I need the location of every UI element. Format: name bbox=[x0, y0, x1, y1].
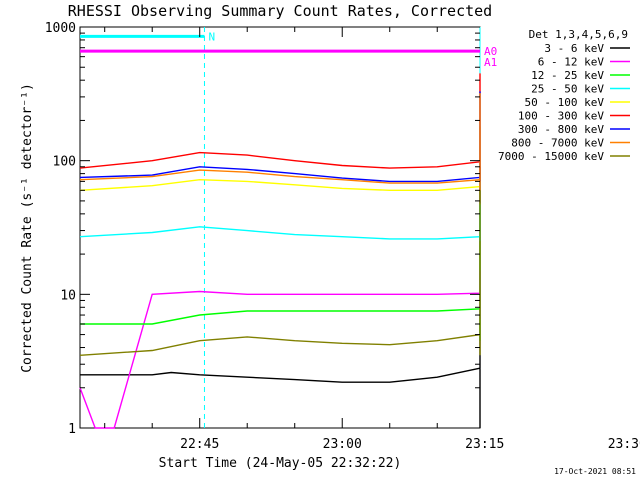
x-tick-label-2: 23:15 bbox=[465, 437, 504, 452]
series-line-8 bbox=[79, 190, 481, 356]
y-axis: 1 10 100 1000 bbox=[45, 21, 480, 437]
y-tick-label-2: 100 bbox=[53, 155, 76, 170]
legend-label-2: 12 - 25 keV bbox=[531, 69, 604, 82]
series-line-0 bbox=[80, 166, 481, 428]
annotation-label-0: N bbox=[208, 30, 215, 43]
annotation-label-1: A0 bbox=[484, 45, 497, 58]
series-line-4 bbox=[79, 126, 481, 201]
plot-frame bbox=[79, 26, 481, 429]
series-line-5 bbox=[79, 73, 481, 182]
y-axis-label: Corrected Count Rate (s⁻¹ detector⁻¹) bbox=[20, 83, 35, 373]
y-tick-label-3: 1000 bbox=[45, 21, 76, 36]
x-tick-label-0: 22:45 bbox=[180, 437, 219, 452]
series-layer bbox=[79, 73, 481, 429]
series-line-1 bbox=[79, 270, 481, 429]
legend-title: Det 1,3,4,5,6,9 bbox=[529, 28, 628, 41]
legend-label-5: 100 - 300 keV bbox=[518, 110, 604, 123]
series-line-7 bbox=[79, 93, 481, 205]
legend-label-7: 800 - 7000 keV bbox=[511, 137, 604, 150]
x-axis-label: Start Time (24-May-05 22:32:22) bbox=[159, 456, 402, 471]
markers-layer bbox=[203, 27, 481, 428]
x-tick-label-3: 23:30 bbox=[608, 437, 640, 452]
legend-label-6: 300 - 800 keV bbox=[518, 123, 604, 136]
y-tick-label-1: 10 bbox=[60, 288, 76, 303]
legend-label-1: 6 - 12 keV bbox=[538, 56, 605, 69]
legend-label-8: 7000 - 15000 keV bbox=[498, 150, 604, 163]
legend-label-3: 25 - 50 keV bbox=[531, 83, 604, 96]
chart-title: RHESSI Observing Summary Count Rates, Co… bbox=[68, 2, 492, 20]
y-tick-label-0: 1 bbox=[68, 422, 76, 437]
footer-timestamp: 17-Oct-2021 08:51 bbox=[554, 467, 636, 476]
legend-label-4: 50 - 100 keV bbox=[525, 96, 605, 109]
legend-label-0: 3 - 6 keV bbox=[544, 42, 604, 55]
annotation-label-2: A1 bbox=[484, 56, 497, 69]
series-line-2 bbox=[80, 185, 481, 341]
x-tick-label-1: 23:00 bbox=[323, 437, 362, 452]
